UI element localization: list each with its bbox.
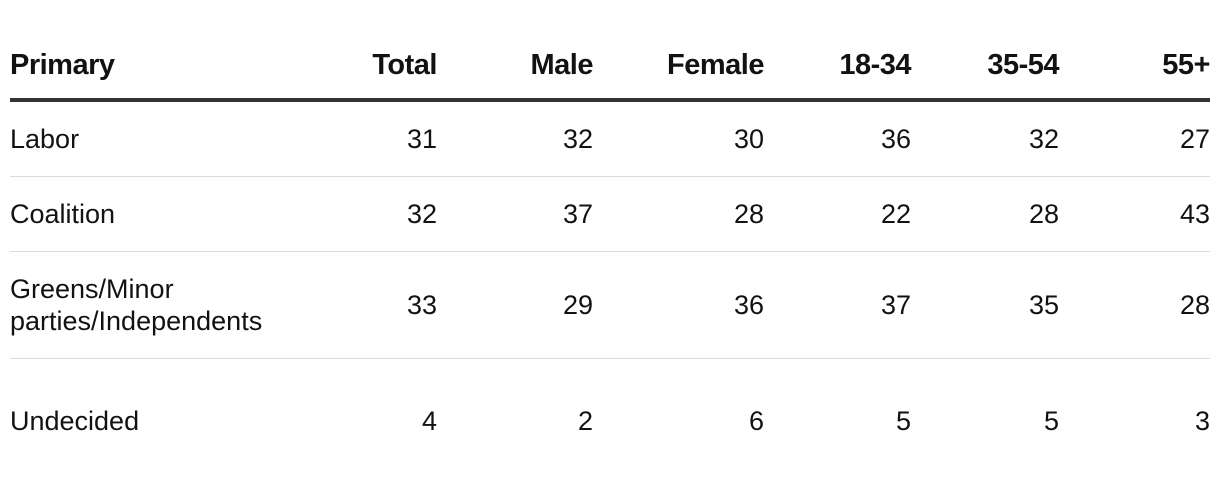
row-label: Greens/Minor parties/Independents: [10, 252, 320, 359]
cell-value: 22: [764, 177, 911, 252]
cell-value: 35: [911, 252, 1059, 359]
cell-value: 37: [764, 252, 911, 359]
cell-value: 32: [437, 100, 593, 177]
column-header: 18-34: [764, 0, 911, 100]
cell-value: 31: [320, 100, 437, 177]
cell-value: 27: [1059, 100, 1210, 177]
row-label: Labor: [10, 100, 320, 177]
cell-value: 4: [320, 359, 437, 483]
cell-value: 32: [911, 100, 1059, 177]
cell-value: 5: [911, 359, 1059, 483]
cell-value: 37: [437, 177, 593, 252]
cell-value: 28: [1059, 252, 1210, 359]
cell-value: 28: [911, 177, 1059, 252]
column-header: Female: [593, 0, 764, 100]
column-header: 35-54: [911, 0, 1059, 100]
cell-value: 33: [320, 252, 437, 359]
row-label: Coalition: [10, 177, 320, 252]
cell-value: 30: [593, 100, 764, 177]
cell-value: 5: [764, 359, 911, 483]
cell-value: 2: [437, 359, 593, 483]
row-label: Undecided: [10, 359, 320, 483]
cell-value: 36: [593, 252, 764, 359]
cell-value: 32: [320, 177, 437, 252]
column-header: Primary: [10, 0, 320, 100]
cell-value: 28: [593, 177, 764, 252]
cell-value: 36: [764, 100, 911, 177]
cell-value: 3: [1059, 359, 1210, 483]
cell-value: 6: [593, 359, 764, 483]
column-header: 55+: [1059, 0, 1210, 100]
cell-value: 29: [437, 252, 593, 359]
column-header: Male: [437, 0, 593, 100]
cell-value: 43: [1059, 177, 1210, 252]
column-header: Total: [320, 0, 437, 100]
